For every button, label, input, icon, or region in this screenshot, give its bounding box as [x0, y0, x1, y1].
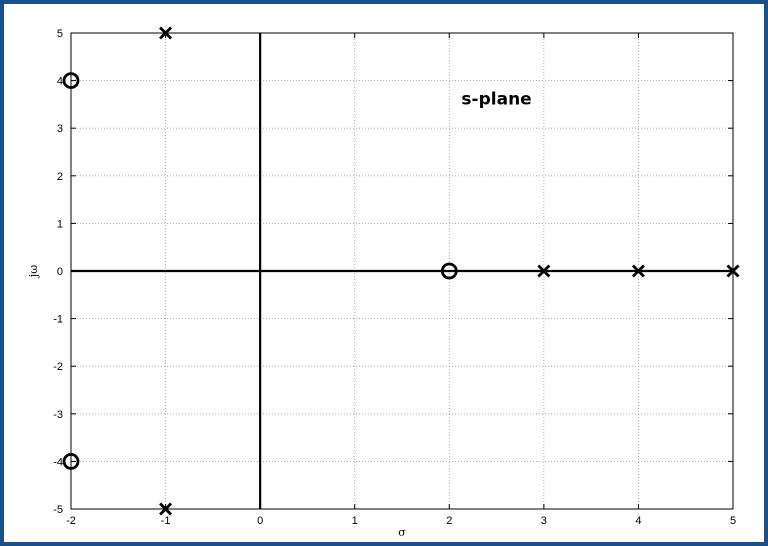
- zero-marker: [62, 452, 80, 470]
- pole-marker: [159, 502, 173, 516]
- y-tick-label: 2: [57, 171, 63, 183]
- x-tick-label: 0: [257, 515, 263, 527]
- y-axis-label: jω: [27, 265, 40, 279]
- y-tick-label: -4: [53, 456, 63, 468]
- x-tick-label: 3: [541, 515, 547, 527]
- annotations: s-plane: [461, 89, 531, 109]
- x-tick-labels: -2 -1 0 1 2 3 4 5: [66, 515, 736, 527]
- annotation-s-plane: s-plane: [461, 89, 531, 109]
- x-tick-label: 2: [446, 515, 452, 527]
- pole-marker: [631, 264, 645, 278]
- y-tick-label: 5: [57, 28, 63, 40]
- y-tick-label: -3: [53, 409, 63, 421]
- x-tick-label: 5: [730, 515, 736, 527]
- pole-marker: [537, 264, 551, 278]
- y-tick-label: 1: [57, 218, 63, 230]
- pole-zero-markers: [62, 26, 740, 516]
- y-tick-label: -1: [53, 314, 63, 326]
- zero-marker: [440, 262, 458, 280]
- y-tick-label: 0: [57, 266, 63, 278]
- x-tick-label: 1: [352, 515, 358, 527]
- y-tick-label: -2: [53, 361, 63, 373]
- x-tick-label: 4: [635, 515, 641, 527]
- tick-marks: [70, 32, 734, 510]
- x-tick-label: -2: [66, 515, 76, 527]
- s-plane-plot: -2 -1 0 1 2 3 4 5 -5 -4 -3 -2 -1 0 1 2 3 4 5 σ jω s-plane: [27, 26, 740, 539]
- y-tick-label: 4: [57, 76, 63, 88]
- x-tick-label: -1: [161, 515, 171, 527]
- pole-marker: [726, 264, 740, 278]
- y-tick-labels: -5 -4 -3 -2 -1 0 1 2 3 4 5: [53, 28, 63, 516]
- origin-axes: [71, 33, 733, 509]
- y-tick-label: 3: [57, 123, 63, 135]
- x-axis-label: σ: [398, 526, 406, 539]
- zero-marker: [62, 72, 80, 89]
- y-tick-label: -5: [53, 504, 63, 516]
- pole-marker: [159, 26, 173, 40]
